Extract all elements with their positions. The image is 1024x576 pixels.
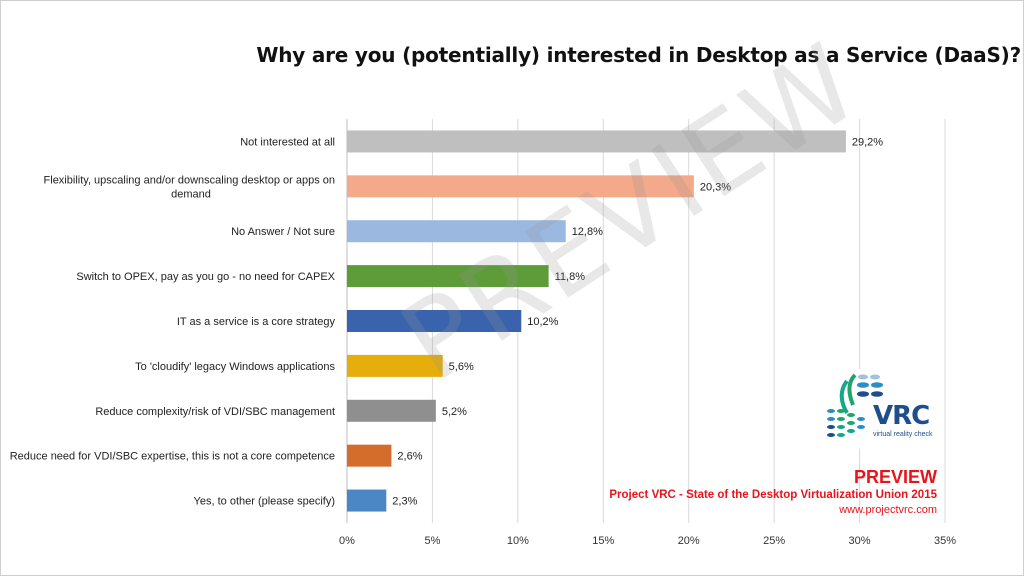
data-label: 20,3% <box>700 181 731 193</box>
bar <box>347 175 694 198</box>
preview-footer-url[interactable]: www.projectvrc.com <box>839 504 937 516</box>
data-label: 2,6% <box>397 451 422 463</box>
bar <box>347 354 443 377</box>
preview-footer-title: PREVIEW <box>853 467 937 487</box>
data-label: 2,3% <box>392 496 417 508</box>
data-label: 12,8% <box>572 226 603 238</box>
x-tick-label: 10% <box>507 535 529 547</box>
category-label: Flexibility, upscaling and/or downscalin… <box>44 174 335 186</box>
x-tick-label: 25% <box>763 535 785 547</box>
bar <box>347 265 549 288</box>
logo-text: VRC <box>873 401 930 431</box>
category-label: No Answer / Not sure <box>231 226 335 238</box>
vrc-logo: VRC virtual reality check <box>823 369 941 449</box>
x-tick-label: 30% <box>849 535 871 547</box>
category-label: To 'cloudify' legacy Windows application… <box>135 361 335 373</box>
preview-footer-line: Project VRC - State of the Desktop Virtu… <box>609 489 937 501</box>
logo-subtitle: virtual reality check <box>873 431 933 438</box>
chart-title: Why are you (potentially) interested in … <box>256 43 1021 67</box>
bar <box>347 489 387 512</box>
category-label: Not interested at all <box>240 136 335 148</box>
data-label: 29,2% <box>852 136 883 148</box>
data-label: 5,6% <box>449 361 474 373</box>
category-label: Yes, to other (please specify) <box>194 496 335 508</box>
data-label: 11,8% <box>555 271 586 283</box>
category-label: Switch to OPEX, pay as you go - no need … <box>76 271 335 283</box>
preview-footer: PREVIEW Project VRC - State of the Deskt… <box>609 467 937 517</box>
x-tick-label: 0% <box>339 535 355 547</box>
category-label: IT as a service is a core strategy <box>177 316 336 328</box>
category-label: demand <box>171 188 211 200</box>
category-label: Reduce need for VDI/SBC expertise, this … <box>10 451 335 463</box>
bar <box>347 399 436 422</box>
data-label: 10,2% <box>527 316 558 328</box>
category-label: Reduce complexity/risk of VDI/SBC manage… <box>95 406 335 418</box>
bar <box>347 130 846 153</box>
bar <box>347 444 392 467</box>
bar <box>347 310 522 332</box>
data-label: 5,2% <box>442 406 467 418</box>
x-tick-label: 20% <box>678 535 700 547</box>
x-tick-label: 5% <box>424 535 440 547</box>
x-tick-label: 15% <box>592 535 614 547</box>
bar <box>347 220 566 243</box>
x-tick-label: 35% <box>934 535 956 547</box>
vrc-logo-mark <box>827 373 883 437</box>
